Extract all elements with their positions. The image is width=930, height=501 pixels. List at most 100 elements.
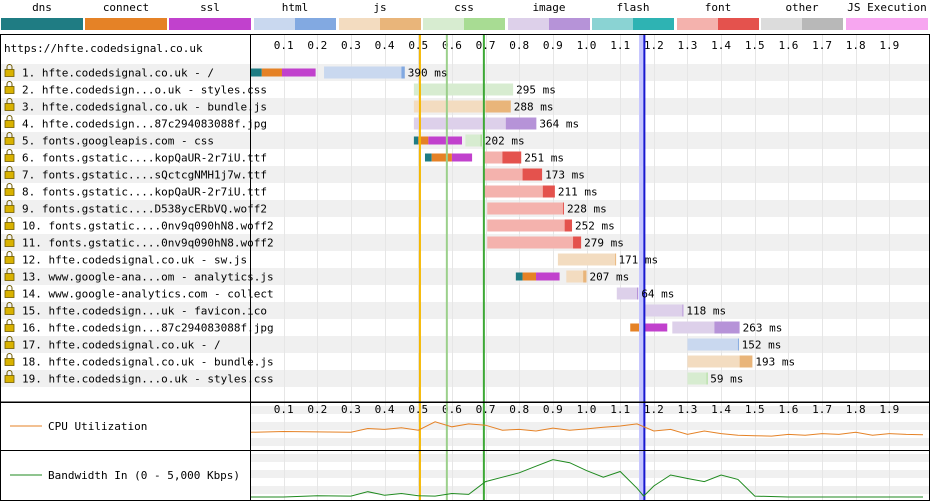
lock-icon — [4, 222, 15, 230]
lock-icon — [4, 256, 15, 264]
download-bar — [564, 219, 573, 232]
legend-item-font: font — [677, 0, 759, 32]
axis-tick-top: 0.2 — [307, 39, 327, 52]
download-bar — [485, 100, 511, 113]
cpu-stripe — [250, 438, 930, 446]
legend-item-connect: connect — [85, 0, 167, 32]
request-label: 6. fonts.gstatic....kopQaUR-2r7iU.ttf — [22, 152, 267, 165]
request-time-label: 252 ms — [575, 220, 615, 233]
lock-icon — [4, 103, 15, 111]
lock-icon — [4, 120, 15, 128]
legend-label: font — [704, 1, 732, 14]
request-label: 11. fonts.gstatic....0nv9q090hN8.woff2 — [22, 237, 274, 250]
ssl-bar — [281, 68, 316, 77]
request-time-label: 59 ms — [710, 373, 743, 386]
request-time-label: 173 ms — [545, 169, 585, 182]
lock-shackle — [6, 251, 13, 257]
lock-shackle — [6, 234, 13, 240]
lock-shackle — [6, 217, 13, 223]
axis-tick-bottom: 1.2 — [644, 403, 664, 416]
legend-swatch — [339, 18, 421, 30]
legend-swatch — [1, 18, 83, 30]
lock-shackle — [6, 64, 13, 70]
legend-label: other — [785, 1, 819, 14]
download-bar — [505, 117, 537, 130]
legend-swatch — [169, 18, 251, 30]
request-time-label: 251 ms — [524, 152, 564, 165]
lock-shackle — [6, 183, 13, 189]
legend-item-flash: flash — [592, 0, 674, 32]
legend-item-css: css — [423, 0, 505, 32]
request-time-label: 171 ms — [618, 254, 658, 267]
request-bar — [483, 151, 503, 164]
request-bar — [687, 372, 707, 385]
request-label: 5. fonts.googleapis.com - css — [22, 135, 214, 148]
lock-shackle — [6, 200, 13, 206]
download-bar — [583, 270, 587, 283]
legend-swatch — [85, 18, 167, 30]
request-label: 16. hfte.codedsign...87c294083088f.jpg — [22, 322, 274, 335]
axis-tick-top: 1.9 — [879, 39, 899, 52]
axis-tick-top: 0.4 — [375, 39, 395, 52]
row-stripe — [0, 132, 930, 149]
axis-tick-top: 1.0 — [577, 39, 597, 52]
lock-shackle — [6, 336, 13, 342]
request-label: 10. fonts.gstatic....0nv9q090hN8.woff2 — [22, 220, 274, 233]
axis-tick-bottom: 0.3 — [341, 403, 361, 416]
request-label: 13. www.google-ana...om - analytics.js — [22, 271, 274, 284]
download-bar — [542, 185, 555, 198]
download-bar — [706, 372, 708, 385]
legend-item-js: js — [339, 0, 421, 32]
download-bar — [714, 321, 740, 334]
download-bar — [401, 66, 405, 79]
axis-tick-bottom: 1.3 — [678, 403, 698, 416]
cpu-stripe — [250, 406, 930, 414]
lock-shackle — [6, 370, 13, 376]
ssl-bar — [451, 153, 473, 162]
request-bar — [687, 338, 738, 351]
request-label: 1. hfte.codedsignal.co.uk - / — [22, 67, 214, 80]
axis-tick-bottom: 1.4 — [711, 403, 731, 416]
axis-tick-bottom: 0.8 — [509, 403, 529, 416]
request-bar — [413, 117, 506, 130]
axis-tick-top: 1.1 — [610, 39, 630, 52]
connect-bar — [261, 68, 282, 77]
legend-swatch — [508, 18, 590, 30]
connect-bar — [630, 323, 646, 332]
row-stripe — [0, 200, 930, 217]
axis-tick-bottom: 0.4 — [375, 403, 395, 416]
ssl-bar — [428, 136, 462, 145]
lock-icon — [4, 307, 15, 315]
axis-tick-bottom: 0.5 — [408, 403, 428, 416]
request-time-label: 295 ms — [516, 84, 556, 97]
ssl-bar — [645, 323, 668, 332]
legend-label: ssl — [200, 1, 220, 14]
axis-tick-top: 0.1 — [274, 39, 294, 52]
row-stripe — [0, 166, 930, 183]
request-label: 8. fonts.gstatic....kopQaUR-2r7iU.ttf — [22, 186, 267, 199]
dns-bar — [250, 68, 262, 77]
bandwidth-line-label: Bandwidth In (0 - 5,000 Kbps) — [48, 469, 240, 482]
legend-label: image — [532, 1, 566, 14]
request-bar — [643, 304, 683, 317]
axis-tick-top: 1.7 — [812, 39, 832, 52]
download-bar — [615, 253, 617, 266]
axis-tick-top: 0.6 — [442, 39, 462, 52]
connect-bar — [431, 153, 452, 162]
request-bar — [487, 219, 565, 232]
request-time-label: 211 ms — [558, 186, 598, 199]
lock-shackle — [6, 149, 13, 155]
axis-tick-top: 0.3 — [341, 39, 361, 52]
request-bar — [566, 270, 584, 283]
request-time-label: 118 ms — [686, 305, 726, 318]
lock-icon — [4, 273, 15, 281]
legend-label: js — [373, 1, 387, 14]
dns-bar — [424, 153, 432, 162]
connect-bar — [522, 272, 537, 281]
request-bar — [672, 321, 715, 334]
row-stripe — [0, 64, 930, 81]
lock-shackle — [6, 302, 13, 308]
request-bar — [616, 287, 637, 300]
request-time-label: 279 ms — [584, 237, 624, 250]
download-bar — [522, 168, 543, 181]
